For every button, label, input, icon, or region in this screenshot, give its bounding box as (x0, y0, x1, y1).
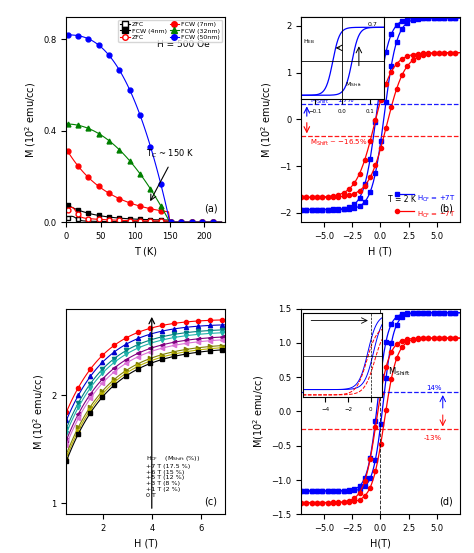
X-axis label: H (T): H (T) (134, 539, 158, 549)
Text: T = 2 K: T = 2 K (388, 195, 416, 204)
Legend: ZFC, FCW (4nm), ZFC, FCW (7nm), FCW (32nm), FCW (50nm): ZFC, FCW (4nm), ZFC, FCW (7nm), FCW (32n… (118, 20, 222, 42)
Text: (a): (a) (204, 204, 218, 214)
X-axis label: H (T): H (T) (368, 247, 392, 257)
Text: 14%: 14% (426, 384, 441, 390)
Y-axis label: M (10$^2$ emu/cc): M (10$^2$ emu/cc) (31, 373, 46, 450)
Text: M$_{\rm Shift}$: M$_{\rm Shift}$ (388, 366, 411, 378)
Y-axis label: M (10$^2$ emu/cc): M (10$^2$ emu/cc) (23, 81, 38, 158)
X-axis label: T (K): T (K) (134, 247, 157, 257)
Text: T$_C$ ~ 150 K: T$_C$ ~ 150 K (146, 148, 194, 160)
Y-axis label: M(10$^2$ emu/cc): M(10$^2$ emu/cc) (251, 375, 266, 448)
Text: (c): (c) (204, 496, 218, 506)
Text: (b): (b) (439, 204, 453, 214)
Y-axis label: M (10$^2$ emu/cc): M (10$^2$ emu/cc) (259, 81, 273, 158)
Text: H$_{\rm CF}$: H$_{\rm CF}$ (303, 327, 318, 340)
Text: M$_{\rm Shift}$ ~ 17%: M$_{\rm Shift}$ ~ 17% (310, 96, 355, 106)
Text: H$_{\rm CF}$ = $-$7T: H$_{\rm CF}$ = $-$7T (417, 210, 456, 220)
Text: H = 500 Oe: H = 500 Oe (157, 40, 210, 49)
Text: H$_{\rm CF}$ = +7T: H$_{\rm CF}$ = +7T (417, 194, 456, 204)
X-axis label: H(T): H(T) (370, 539, 391, 549)
Text: -13%: -13% (424, 435, 442, 441)
Text: H$_{\rm CF}$    (M$_{\rm Shift}$ (%))
+7 T (17.5 %)
+6 T (15 %)
+5 T (12 %)
+3 T: H$_{\rm CF}$ (M$_{\rm Shift}$ (%)) +7 T … (146, 454, 200, 498)
Text: (d): (d) (439, 496, 453, 506)
Text: M$_{\rm Shift}$ ~ $-$16.5%: M$_{\rm Shift}$ ~ $-$16.5% (310, 138, 368, 148)
Text: 7T: 7T (303, 363, 313, 372)
Text: +7T: +7T (303, 346, 319, 355)
